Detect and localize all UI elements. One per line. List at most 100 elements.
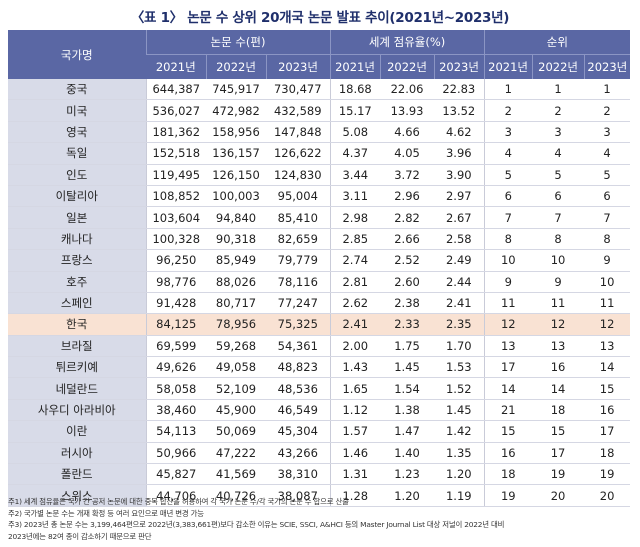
papers-cell: 78,956 bbox=[206, 313, 266, 336]
papers-cell: 47,222 bbox=[206, 442, 266, 465]
share-cell: 1.45 bbox=[380, 356, 435, 379]
year-header: 2021년 bbox=[483, 54, 533, 79]
table-row: 호주 98,776 88,026 78,116 2.81 2.60 2.44 9 9 10 bbox=[8, 271, 631, 293]
country-cell: 중국 bbox=[8, 79, 146, 101]
rank-cell: 12 bbox=[584, 313, 631, 336]
papers-cell: 48,536 bbox=[266, 377, 331, 400]
country-cell: 폴란드 bbox=[8, 463, 146, 486]
share-cell: 3.44 bbox=[329, 164, 381, 186]
share-cell: 15.17 bbox=[329, 99, 381, 122]
papers-cell: 38,460 bbox=[145, 399, 206, 422]
share-cell: 2.38 bbox=[380, 292, 435, 315]
country-column-header: 국가명 bbox=[8, 30, 146, 79]
share-cell: 22.06 bbox=[380, 79, 435, 101]
share-cell: 1.23 bbox=[380, 463, 435, 486]
papers-cell: 48,823 bbox=[266, 356, 331, 379]
share-cell: 13.93 bbox=[380, 99, 435, 122]
rank-cell: 2 bbox=[483, 99, 533, 122]
papers-cell: 90,318 bbox=[206, 228, 266, 251]
share-cell: 1.47 bbox=[380, 420, 435, 443]
country-cell: 인도 bbox=[8, 164, 146, 186]
share-cell: 2.96 bbox=[380, 185, 435, 208]
papers-cell: 98,776 bbox=[145, 271, 206, 293]
share-cell: 1.45 bbox=[434, 399, 485, 422]
country-cell: 미국 bbox=[8, 99, 146, 122]
rank-cell: 5 bbox=[532, 164, 585, 186]
papers-cell: 730,477 bbox=[266, 79, 331, 101]
papers-cell: 69,599 bbox=[145, 335, 206, 358]
rank-cell: 11 bbox=[584, 292, 631, 315]
papers-cell: 80,717 bbox=[206, 292, 266, 315]
table-row: 한국 84,125 78,956 75,325 2.41 2.33 2.35 12 12 12 bbox=[8, 313, 631, 336]
year-header: 2023년 bbox=[433, 54, 485, 79]
papers-cell: 75,325 bbox=[266, 313, 331, 336]
year-header: 2021년 bbox=[146, 54, 206, 79]
rank-cell: 16 bbox=[584, 399, 631, 422]
rank-cell: 6 bbox=[584, 185, 631, 208]
footnote: 주2) 국가별 논문 수는 개재 확정 등 여러 요인으로 매년 변경 가능 bbox=[8, 508, 204, 518]
papers-cell: 54,113 bbox=[145, 420, 206, 443]
country-cell: 스위스 bbox=[8, 484, 146, 507]
share-cell: 1.52 bbox=[434, 377, 485, 400]
share-cell: 1.46 bbox=[329, 442, 381, 465]
rank-cell: 10 bbox=[483, 249, 533, 272]
papers-cell: 84,125 bbox=[145, 313, 206, 336]
table-row: 일본 103,604 94,840 85,410 2.98 2.82 2.67 7 7 7 bbox=[8, 206, 631, 229]
share-cell: 2.60 bbox=[380, 271, 435, 293]
rank-cell: 8 bbox=[483, 228, 533, 251]
papers-cell: 100,003 bbox=[206, 185, 266, 208]
papers-cell: 644,387 bbox=[145, 79, 206, 101]
table-row: 중국 644,387 745,917 730,477 18.68 22.06 22.83 1 1… bbox=[8, 79, 631, 101]
share-cell: 18.68 bbox=[329, 79, 381, 101]
papers-cell: 52,109 bbox=[206, 377, 266, 400]
share-cell: 1.38 bbox=[380, 399, 435, 422]
papers-cell: 85,949 bbox=[206, 249, 266, 272]
rank-cell: 3 bbox=[584, 121, 631, 144]
share-cell: 1.35 bbox=[434, 442, 485, 465]
papers-cell: 745,917 bbox=[206, 79, 266, 101]
share-cell: 3.96 bbox=[434, 142, 485, 165]
rank-cell: 7 bbox=[532, 206, 585, 229]
rank-cell: 13 bbox=[584, 335, 631, 358]
papers-cell: 45,304 bbox=[266, 420, 331, 443]
table-row: 네덜란드 58,058 52,109 48,536 1.65 1.54 1.52 14 14 15 bbox=[8, 377, 631, 400]
country-cell: 영국 bbox=[8, 121, 146, 144]
papers-cell: 46,549 bbox=[266, 399, 331, 422]
share-cell: 1.28 bbox=[329, 484, 381, 507]
papers-cell: 96,250 bbox=[145, 249, 206, 272]
papers-cell: 158,956 bbox=[206, 121, 266, 144]
rank-cell: 17 bbox=[483, 356, 533, 379]
footnote: 2023년에는 82여 종이 감소하기 때문으로 판단 bbox=[8, 531, 152, 541]
papers-cell: 78,116 bbox=[266, 271, 331, 293]
rank-cell: 20 bbox=[532, 484, 585, 507]
rank-cell: 10 bbox=[532, 249, 585, 272]
rank-cell: 15 bbox=[483, 420, 533, 443]
share-cell: 1.43 bbox=[329, 356, 381, 379]
share-cell: 1.12 bbox=[329, 399, 381, 422]
papers-cell: 147,848 bbox=[266, 121, 331, 144]
year-header: 2022년 bbox=[379, 54, 435, 79]
rank-cell: 1 bbox=[532, 79, 585, 101]
rank-cell: 9 bbox=[483, 271, 533, 293]
rank-cell: 12 bbox=[483, 313, 533, 336]
rank-cell: 2 bbox=[532, 99, 585, 122]
papers-cell: 54,361 bbox=[266, 335, 331, 358]
share-cell: 2.49 bbox=[434, 249, 485, 272]
table-row: 스페인 91,428 80,717 77,247 2.62 2.38 2.41 11 11 11 bbox=[8, 292, 631, 315]
papers-cell: 536,027 bbox=[145, 99, 206, 122]
papers-cell: 85,410 bbox=[266, 206, 331, 229]
table-row: 러시아 50,966 47,222 43,266 1.46 1.40 1.35 16 17 18 bbox=[8, 442, 631, 465]
country-cell: 한국 bbox=[8, 313, 146, 336]
papers-cell: 91,428 bbox=[145, 292, 206, 315]
papers-cell: 58,058 bbox=[145, 377, 206, 400]
rank-cell: 16 bbox=[532, 356, 585, 379]
country-cell: 프랑스 bbox=[8, 249, 146, 272]
papers-cell: 88,026 bbox=[206, 271, 266, 293]
country-cell: 이탈리아 bbox=[8, 185, 146, 208]
share-cell: 22.83 bbox=[434, 79, 485, 101]
year-header: 2021년 bbox=[329, 54, 381, 79]
share-cell: 2.98 bbox=[329, 206, 381, 229]
share-cell: 13.52 bbox=[434, 99, 485, 122]
papers-group-header: 논문 수(편) bbox=[145, 30, 331, 55]
table-row: 인도 119,495 126,150 124,830 3.44 3.72 3.90 5 5 5 bbox=[8, 164, 631, 186]
